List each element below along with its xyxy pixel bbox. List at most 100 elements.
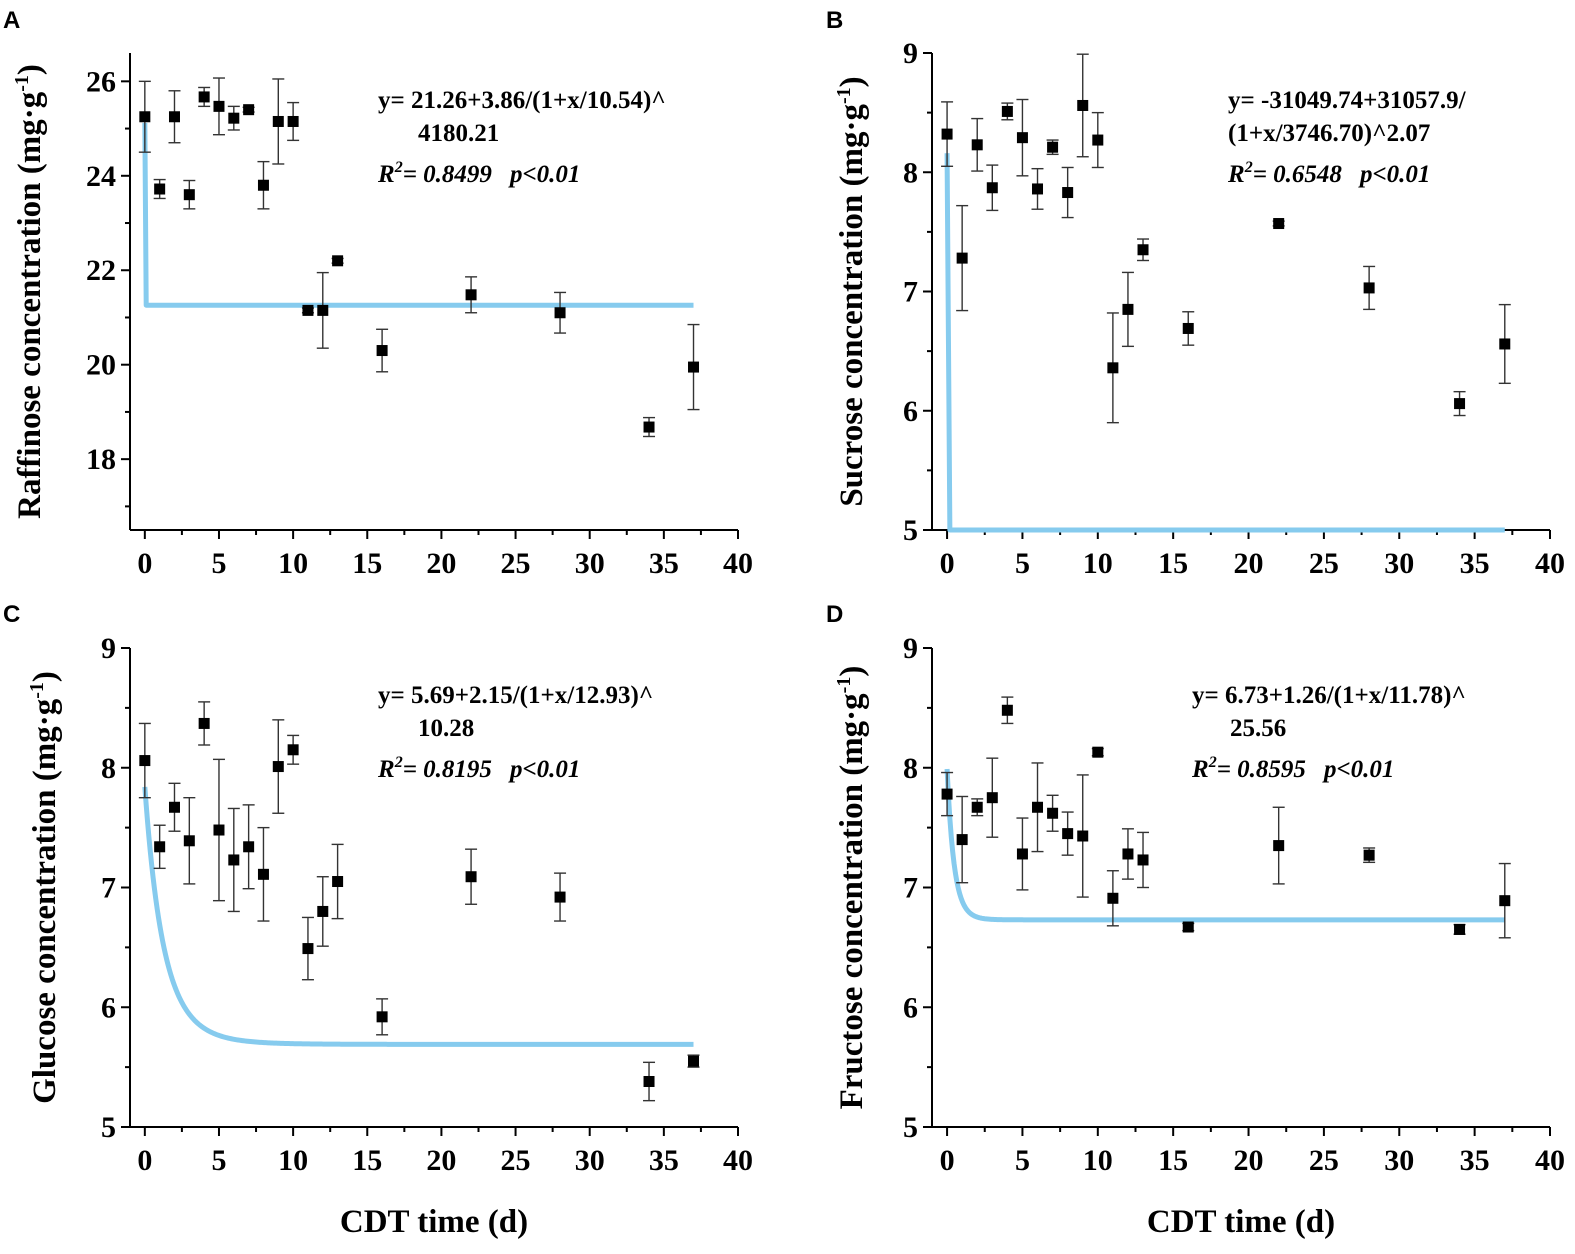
data-point	[198, 91, 210, 103]
y-tick-label: 26	[86, 65, 116, 98]
fit-curve	[944, 768, 1506, 923]
data-point	[243, 104, 255, 116]
x-tick-label: 15	[1158, 547, 1188, 580]
data-point	[956, 252, 968, 264]
fit-equation-line2: 10.28	[418, 715, 474, 742]
x-tick-label: 30	[1384, 1144, 1414, 1177]
data-point	[1122, 848, 1134, 860]
data-point	[257, 179, 269, 191]
data-point	[688, 1055, 700, 1067]
panel-letter: D	[826, 601, 843, 628]
data-point	[272, 761, 284, 773]
data-point	[168, 801, 180, 813]
y-tick-label: 6	[903, 991, 918, 1024]
fit-equation-line2: (1+x/3746.70)^2.07	[1228, 120, 1430, 147]
x-tick-label: 10	[1083, 547, 1113, 580]
data-point	[941, 788, 953, 800]
data-point	[986, 182, 998, 194]
y-tick-label: 5	[903, 1111, 918, 1144]
x-tick-label: 20	[426, 547, 456, 580]
x-tick-label: 0	[940, 547, 955, 580]
data-point	[198, 717, 210, 729]
y-tick-label: 9	[903, 37, 918, 70]
x-tick-label: 15	[352, 547, 382, 580]
data-point	[1062, 828, 1074, 840]
x-tick-label: 30	[575, 547, 605, 580]
data-point	[1122, 303, 1134, 315]
data-point	[213, 100, 225, 112]
data-point	[1077, 99, 1089, 111]
data-point	[1001, 105, 1013, 117]
data-point	[317, 905, 329, 917]
data-point	[332, 876, 344, 888]
y-axis-title: Sucrose concentration (mg·g-1)	[833, 76, 870, 506]
data-point	[302, 943, 314, 955]
data-point	[1047, 807, 1059, 819]
data-point	[643, 1075, 655, 1087]
y-tick-label: 5	[101, 1111, 116, 1144]
panel-letter: C	[3, 601, 20, 628]
fit-curve	[944, 153, 1506, 533]
r-squared-label: R2= 0.6548 p<0.01	[1227, 159, 1430, 188]
x-tick-label: 15	[352, 1144, 382, 1177]
x-tick-label: 25	[1309, 547, 1339, 580]
y-tick-label: 8	[101, 752, 116, 785]
y-tick-label: 9	[903, 632, 918, 665]
data-point	[986, 792, 998, 804]
x-tick-label: 15	[1158, 1144, 1188, 1177]
y-tick-label: 8	[903, 752, 918, 785]
panel-letter: A	[3, 7, 20, 34]
data-point	[1016, 848, 1028, 860]
x-tick-label: 5	[211, 547, 226, 580]
data-point	[1273, 218, 1285, 230]
data-point	[1499, 338, 1511, 350]
fit-equation-line1: y= -31049.74+31057.9/	[1228, 87, 1467, 114]
y-axis-title: Fructose concentration (mg·g-1)	[833, 666, 870, 1110]
data-point	[228, 112, 240, 124]
data-point	[154, 183, 166, 195]
x-tick-label: 25	[501, 547, 531, 580]
data-point	[243, 841, 255, 853]
data-point	[1137, 244, 1149, 256]
data-point	[1182, 322, 1194, 334]
x-tick-label: 40	[1535, 547, 1565, 580]
x-tick-label: 5	[1015, 1144, 1030, 1177]
data-point	[376, 1011, 388, 1023]
x-tick-label: 20	[1234, 1144, 1264, 1177]
x-tick-label: 35	[649, 547, 679, 580]
data-point	[272, 115, 284, 127]
data-point	[971, 801, 983, 813]
data-point	[287, 744, 299, 756]
panel-letter: B	[826, 7, 843, 34]
y-tick-label: 20	[86, 349, 116, 382]
r-squared-label: R2= 0.8195 p<0.01	[377, 754, 580, 783]
data-point	[465, 871, 477, 883]
data-point	[1047, 141, 1059, 153]
x-tick-label: 35	[1460, 1144, 1490, 1177]
x-tick-label: 0	[137, 1144, 152, 1177]
fit-equation-line1: y= 21.26+3.86/(1+x/10.54)^	[378, 87, 666, 114]
fit-curve	[142, 122, 695, 308]
data-point	[376, 345, 388, 357]
data-point	[1137, 854, 1149, 866]
panel-a: A 0 5 10 15 20 25 30 35 40 18 20 22 24 26 Raffinose con…	[3, 7, 753, 580]
data-point	[1499, 895, 1511, 907]
x-tick-label: 5	[211, 1144, 226, 1177]
data-point	[1016, 132, 1028, 144]
data-point	[956, 834, 968, 846]
data-point	[257, 868, 269, 880]
data-point	[971, 139, 983, 151]
data-point	[154, 841, 166, 853]
data-point	[1363, 849, 1375, 861]
x-tick-label: 0	[137, 547, 152, 580]
x-tick-label: 10	[278, 547, 308, 580]
data-point	[228, 854, 240, 866]
y-tick-label: 6	[903, 395, 918, 428]
x-tick-label: 30	[575, 1144, 605, 1177]
data-point	[1454, 923, 1466, 935]
x-tick-label: 40	[723, 1144, 753, 1177]
data-point	[183, 189, 195, 201]
